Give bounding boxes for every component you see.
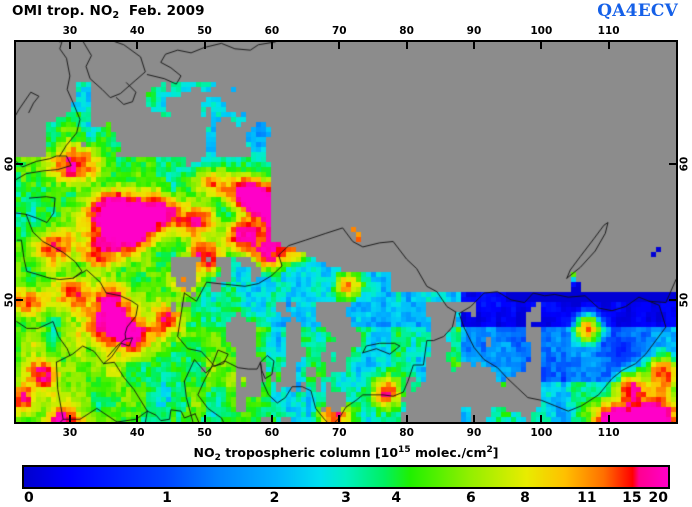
cbar-exp: 15: [398, 445, 411, 455]
title-subscript: 2: [112, 9, 120, 21]
lon-axis-label: 90: [466, 427, 482, 439]
lat-tick: [669, 163, 676, 166]
colorbar-tick-label: 8: [520, 490, 530, 506]
lon-tick: [136, 415, 139, 422]
colorbar-gradient: [24, 467, 668, 487]
lon-tick: [607, 42, 610, 49]
no2-heatmap-canvas[interactable]: [16, 42, 676, 422]
lon-tick: [405, 415, 408, 422]
lon-tick: [607, 415, 610, 422]
cbar-exp2: 2: [486, 445, 493, 455]
lon-tick: [136, 42, 139, 49]
colorbar-tick-label: 3: [341, 490, 351, 506]
title-date: Feb. 2009: [128, 3, 205, 19]
lon-axis-label: 90: [466, 25, 482, 37]
lon-axis-label: 40: [129, 427, 145, 439]
lon-axis-label: 100: [530, 25, 553, 37]
lat-axis-label: 60: [3, 156, 16, 172]
lon-tick: [338, 415, 341, 422]
cbar-end: ]: [492, 445, 499, 460]
lon-tick: [338, 42, 341, 49]
lon-tick: [270, 42, 273, 49]
lon-axis-label: 80: [399, 25, 414, 37]
lat-tick: [16, 298, 23, 301]
cbar-post: molec./cm: [410, 445, 487, 460]
map-panel[interactable]: [14, 40, 678, 424]
colorbar-tick-label: 0: [24, 490, 34, 506]
lat-tick: [669, 298, 676, 301]
colorbar-tick-label: 20: [648, 490, 668, 506]
lon-axis-label: 70: [331, 25, 347, 37]
lat-axis-label: 50: [678, 292, 691, 308]
lat-axis-label: 60: [678, 156, 691, 172]
lon-axis-label: 60: [264, 25, 280, 37]
lon-tick: [472, 415, 475, 422]
lon-axis-label: 30: [62, 427, 78, 439]
colorbar[interactable]: [22, 465, 670, 489]
lat-tick: [16, 163, 23, 166]
lon-axis-label: 100: [530, 427, 553, 439]
lon-tick: [540, 42, 543, 49]
colorbar-tick-label: 1: [162, 490, 172, 506]
lon-axis-label: 80: [399, 427, 414, 439]
lon-tick: [540, 415, 543, 422]
lon-tick: [405, 42, 408, 49]
title-species: OMI trop. NO: [12, 3, 113, 19]
qa4ecv-logo: QA4ECV: [597, 1, 678, 21]
lon-axis-label: 40: [129, 25, 145, 37]
page-title: OMI trop. NO2 Feb. 2009: [12, 3, 205, 21]
colorbar-tick-label: 2: [269, 490, 280, 506]
lon-axis-label: 60: [264, 427, 280, 439]
colorbar-tick-label: 11: [577, 490, 597, 506]
lon-tick: [472, 42, 475, 49]
lat-axis-label: 50: [3, 292, 16, 308]
colorbar-tick-label: 6: [466, 490, 476, 506]
lon-axis-label: 110: [597, 427, 620, 439]
cbar-mid: tropospheric column [10: [220, 445, 399, 460]
lon-axis-label: 30: [62, 25, 78, 37]
lon-tick: [68, 415, 71, 422]
cbar-sub: 2: [214, 452, 221, 463]
lon-axis-label: 70: [331, 427, 347, 439]
lon-axis-label: 110: [597, 25, 620, 37]
colorbar-title: NO2 tropospheric column [1015 molec./cm2…: [193, 445, 499, 463]
lon-tick: [68, 42, 71, 49]
lon-tick: [270, 415, 273, 422]
colorbar-tick-label: 15: [622, 490, 642, 506]
lon-tick: [203, 415, 206, 422]
cbar-species: NO: [193, 445, 215, 460]
colorbar-tick-label: 4: [391, 490, 402, 506]
lon-axis-label: 50: [197, 427, 212, 439]
lon-tick: [203, 42, 206, 49]
lon-axis-label: 50: [197, 25, 212, 37]
